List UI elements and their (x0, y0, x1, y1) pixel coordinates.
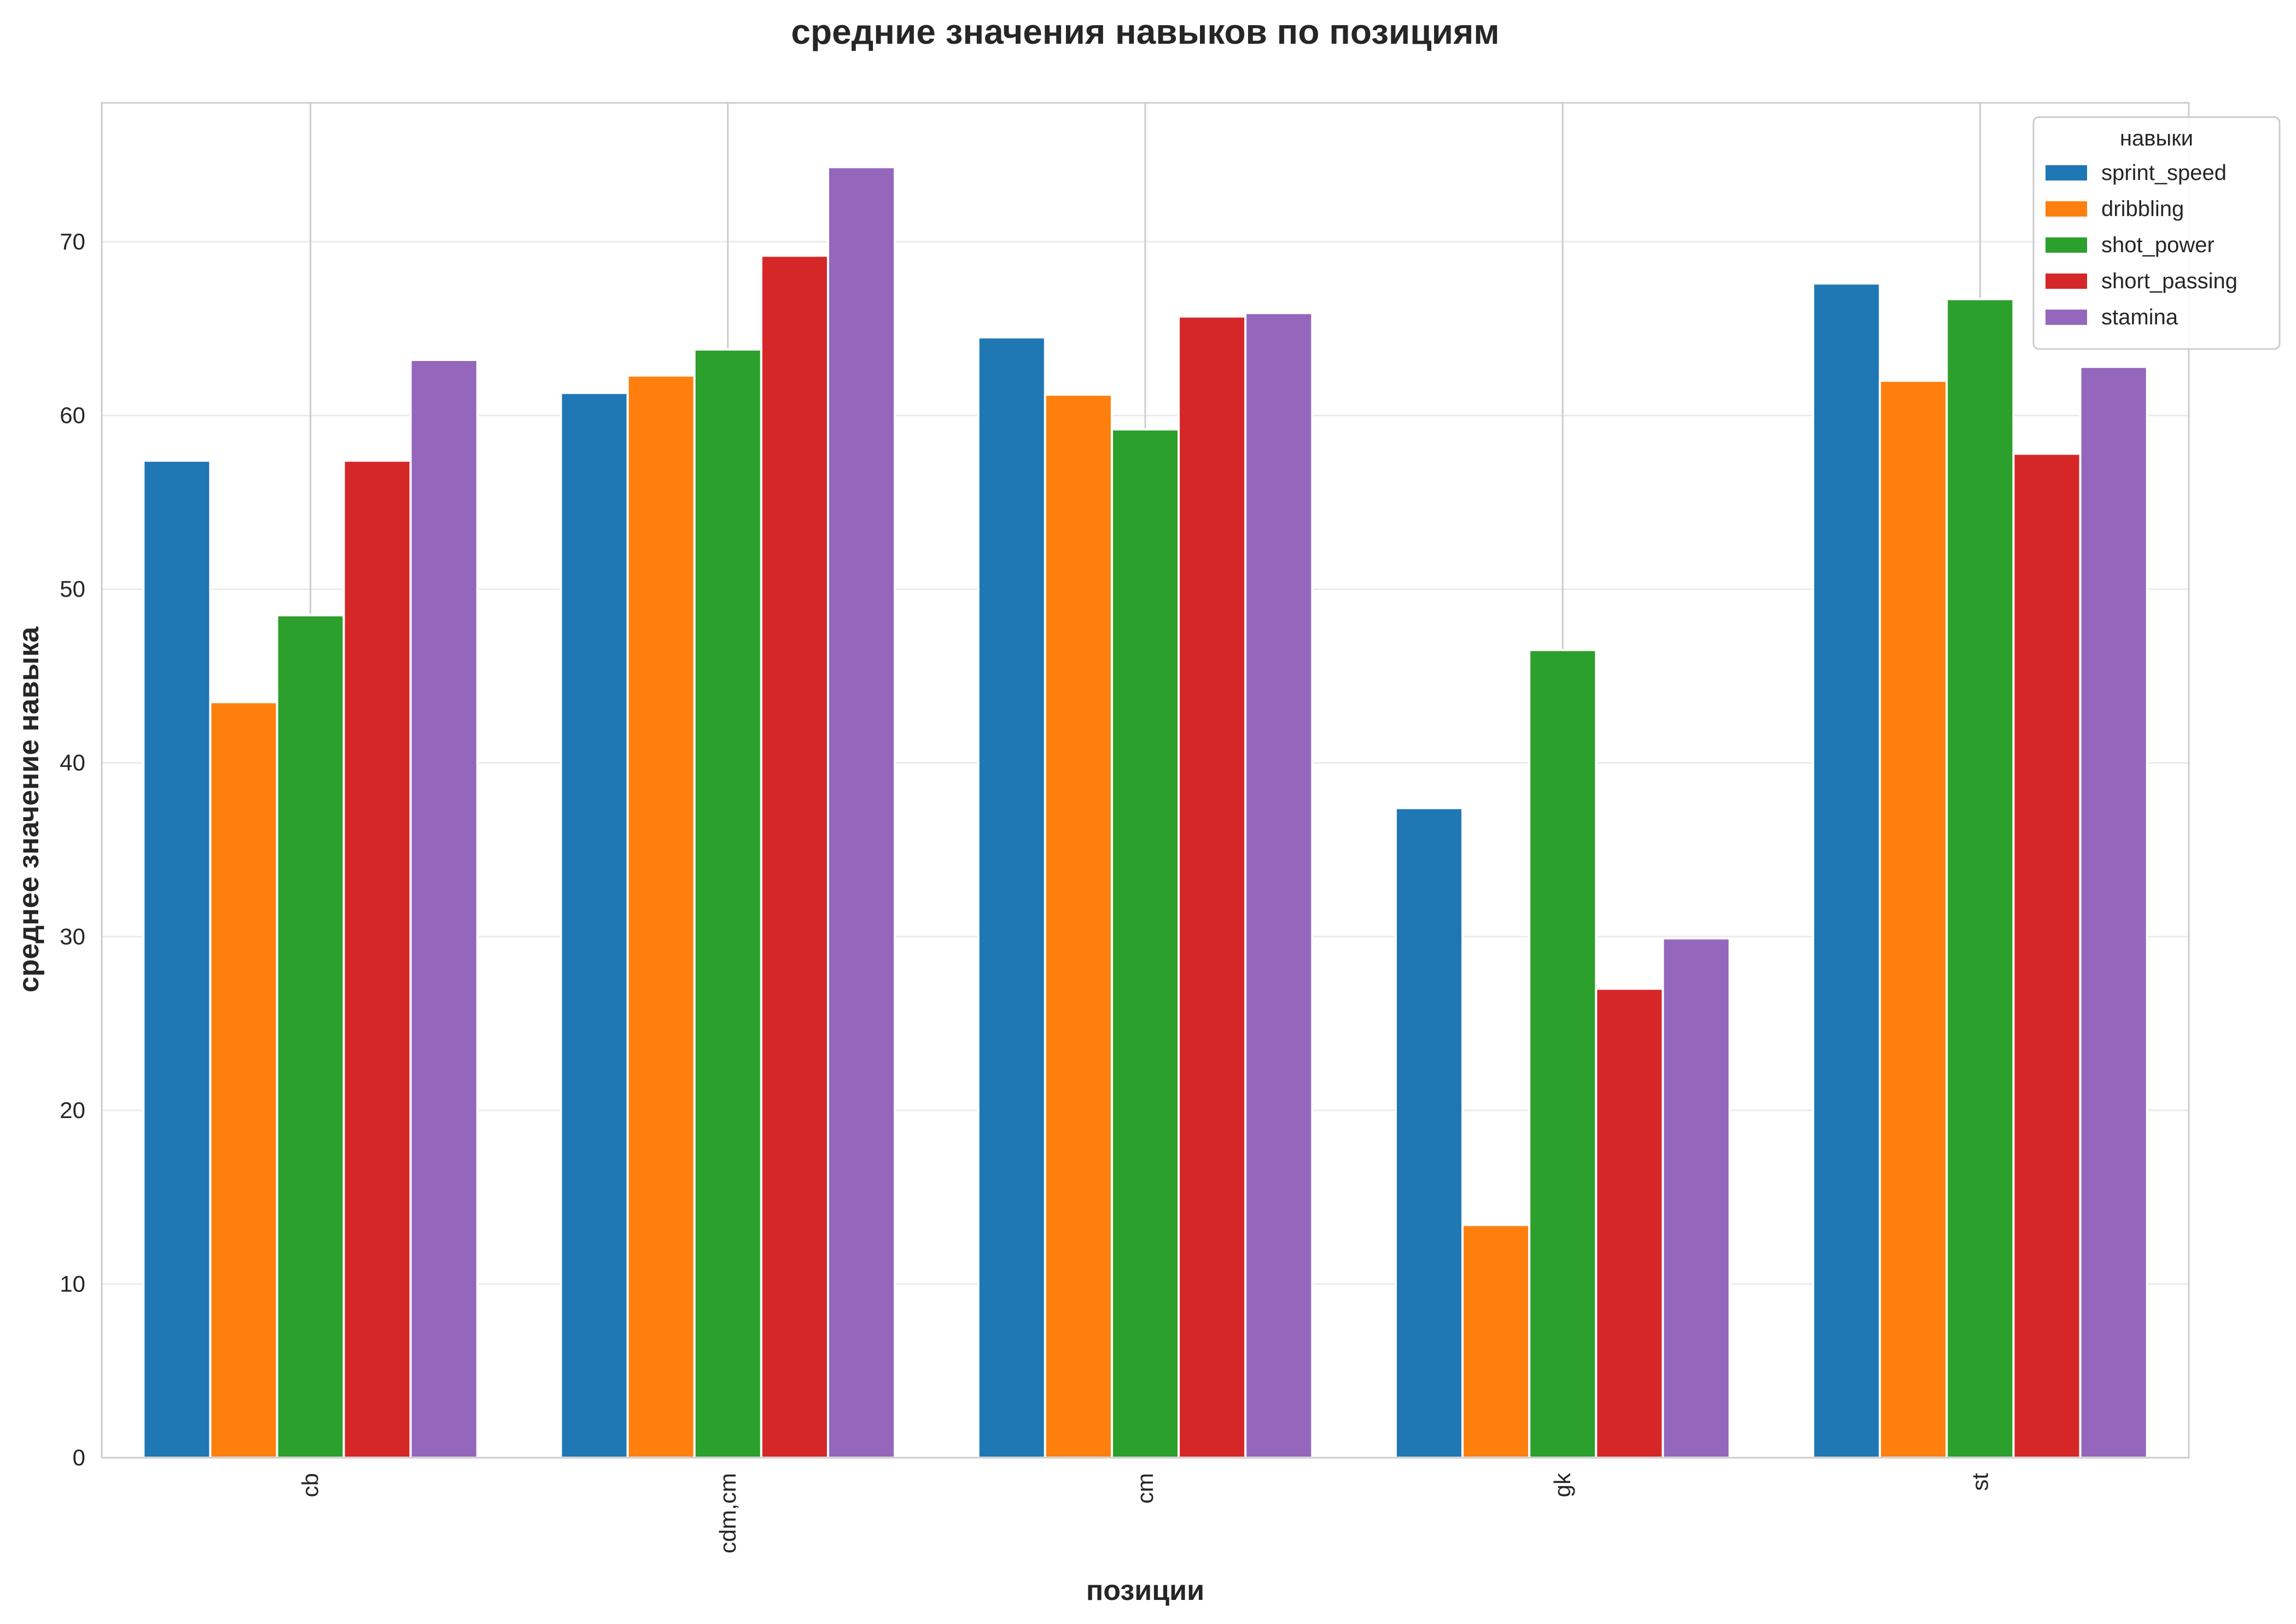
legend-label-stamina: stamina (2101, 305, 2178, 329)
legend-swatch-shot_power (2046, 237, 2087, 253)
bar-shot_power-cdm-cm (693, 348, 762, 1459)
y-tick-label: 60 (60, 403, 85, 428)
bar-dribbling-gk (1461, 1224, 1531, 1459)
bar-sprint_speed-cb (142, 459, 212, 1459)
legend-swatch-short_passing (2046, 273, 2087, 289)
bar-short_passing-gk (1595, 987, 1664, 1459)
y-tick-label: 30 (60, 923, 85, 949)
bar-stamina-gk (1662, 937, 1731, 1459)
bar-short_passing-cb (342, 459, 412, 1459)
plot-frame (101, 102, 2190, 1459)
bar-sprint_speed-cm (977, 336, 1046, 1459)
legend-swatch-sprint_speed (2046, 165, 2087, 181)
plot-area: 0 10 20 30 40 50 60 70 cb cdm,cm cm gk st (60, 102, 2190, 1553)
bar-stamina-cb (409, 358, 479, 1459)
bar-sprint_speed-cdm-cm (560, 392, 629, 1459)
legend-label-sprint_speed: sprint_speed (2101, 161, 2227, 185)
legend: навыки sprint_speed dribbling shot_powersho… (2032, 116, 2281, 350)
x-tick-label: cb (298, 1473, 323, 1497)
bar-shot_power-cb (276, 614, 345, 1459)
bar-shot_power-gk (1528, 649, 1598, 1459)
y-tick-label: 50 (60, 576, 85, 602)
x-axis-label: позиции (1086, 1575, 1204, 1606)
bar-stamina-cdm-cm (826, 166, 896, 1459)
bar-shot_power-st (1945, 298, 2015, 1459)
x-tick-label: cdm,cm (715, 1473, 741, 1553)
legend-swatch-stamina (2046, 310, 2087, 325)
chart-title: средние значения навыков по позициям (791, 12, 1499, 51)
bar-dribbling-cm (1044, 393, 1113, 1459)
bar-sprint_speed-st (1812, 282, 1881, 1459)
bar-shot_power-cm (1110, 428, 1180, 1459)
bar-short_passing-cdm-cm (760, 254, 829, 1459)
bar-stamina-st (2079, 365, 2148, 1459)
x-tick-label: gk (1549, 1472, 1575, 1497)
legend-title: навыки (2120, 126, 2193, 150)
y-axis-label: среднее значение навыка (13, 626, 45, 993)
legend-swatch-dribbling (2046, 201, 2087, 217)
bar-dribbling-cdm-cm (626, 374, 696, 1459)
y-tick-label: 10 (60, 1271, 85, 1296)
bar-dribbling-cb (209, 701, 278, 1459)
x-tick-label: cm (1132, 1473, 1158, 1504)
bar-short_passing-st (2012, 452, 2082, 1459)
y-tick-label: 40 (60, 750, 85, 776)
y-tick-label: 70 (60, 229, 85, 254)
y-tick-label: 20 (60, 1097, 85, 1123)
y-tick-label: 0 (73, 1445, 85, 1470)
x-tick-label: st (1967, 1473, 1992, 1491)
legend-label-shot_power: shot_power (2101, 233, 2215, 257)
legend-box (2032, 116, 2281, 350)
legend-label-dribbling: dribbling (2101, 197, 2184, 221)
bar-sprint_speed-gk (1394, 807, 1464, 1459)
bar-dribbling-st (1879, 380, 1948, 1459)
bar-short_passing-cm (1178, 315, 1247, 1459)
legend-label-short_passing: short_passing (2101, 269, 2237, 293)
bar-stamina-cm (1244, 312, 1314, 1459)
